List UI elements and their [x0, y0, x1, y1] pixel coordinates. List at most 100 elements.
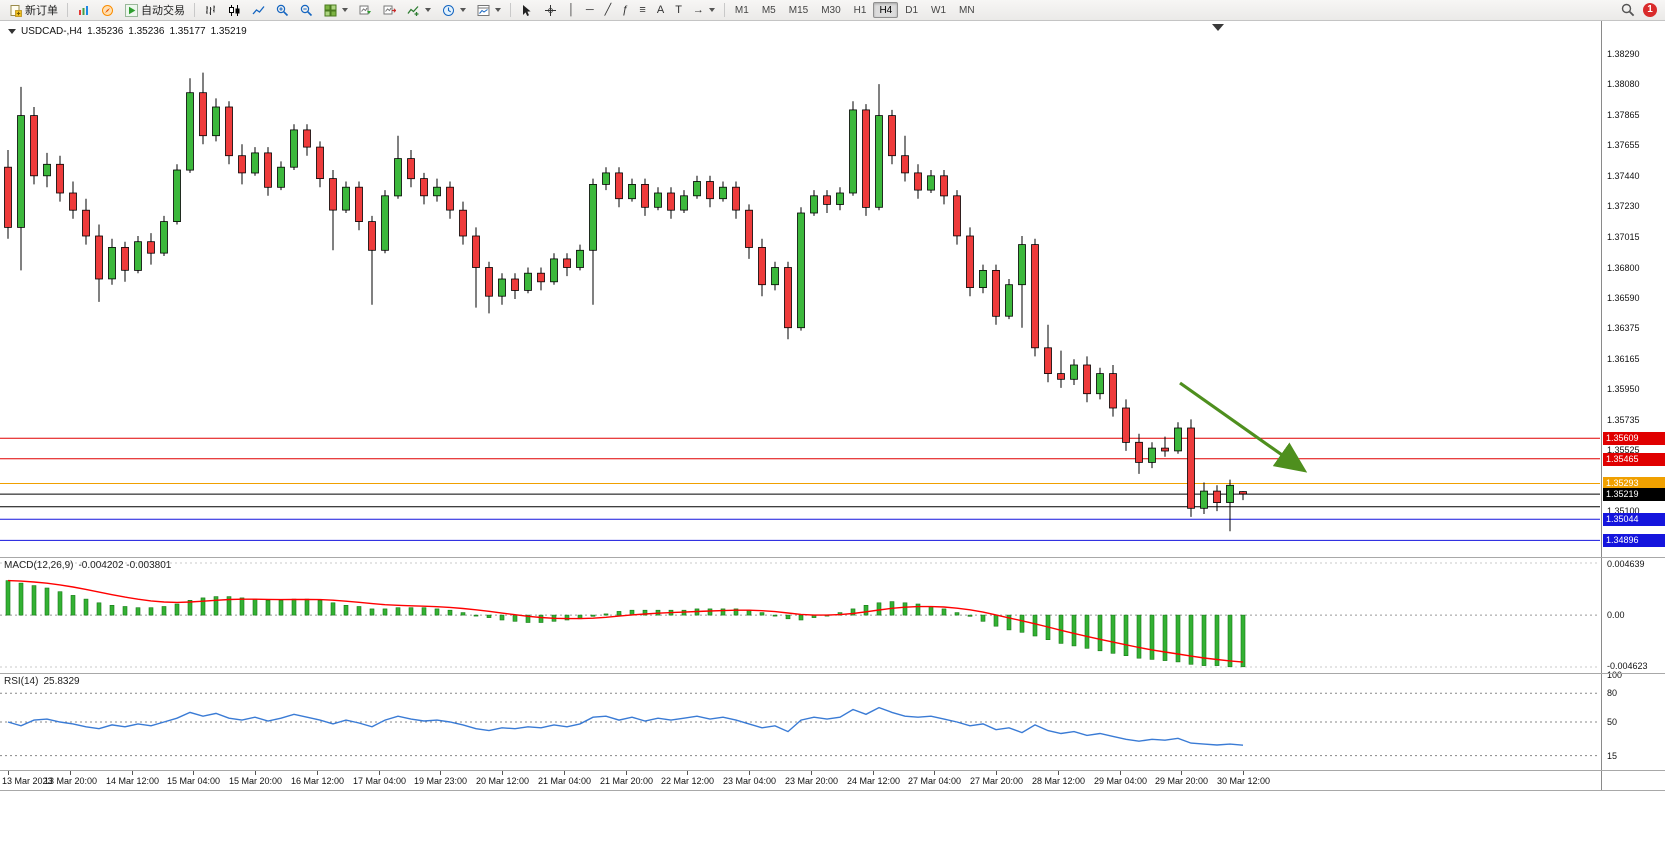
candle[interactable]: [264, 147, 272, 196]
indicators-button[interactable]: [402, 1, 436, 19]
candle[interactable]: [901, 135, 909, 182]
candle[interactable]: [290, 124, 298, 170]
timeframe-w1-button[interactable]: W1: [925, 2, 952, 18]
candle[interactable]: [1135, 433, 1143, 474]
candle[interactable]: [186, 78, 194, 173]
candle[interactable]: [199, 72, 207, 145]
candle[interactable]: [368, 215, 376, 305]
candle[interactable]: [875, 84, 883, 211]
candle[interactable]: [303, 124, 311, 156]
chart-symbol-caret-icon[interactable]: [8, 29, 16, 34]
candle[interactable]: [1200, 482, 1208, 515]
periods-button[interactable]: [437, 1, 471, 19]
candle[interactable]: [1239, 491, 1247, 501]
candle[interactable]: [784, 261, 792, 340]
candle[interactable]: [576, 244, 584, 271]
search-button[interactable]: [1616, 1, 1640, 19]
candle[interactable]: [446, 181, 454, 219]
candle[interactable]: [940, 170, 948, 205]
candle[interactable]: [316, 141, 324, 188]
candle[interactable]: [160, 215, 168, 256]
timeframe-mn-button[interactable]: MN: [953, 2, 981, 18]
candle[interactable]: [1122, 399, 1130, 451]
candle[interactable]: [147, 233, 155, 265]
candle[interactable]: [1096, 367, 1104, 400]
candle[interactable]: [433, 178, 441, 202]
candle[interactable]: [121, 241, 129, 282]
candle[interactable]: [17, 86, 25, 271]
candle[interactable]: [1109, 365, 1117, 417]
candle[interactable]: [485, 261, 493, 314]
rsi-panel[interactable]: [0, 674, 1600, 770]
candle[interactable]: [810, 190, 818, 216]
cycle-lines-tool-button[interactable]: ≡: [634, 1, 650, 19]
candle[interactable]: [628, 178, 636, 202]
notification-badge[interactable]: 1: [1643, 3, 1657, 17]
vertical-line-tool-button[interactable]: │: [563, 1, 580, 19]
candle[interactable]: [589, 178, 597, 305]
candlestick-type-button[interactable]: [223, 1, 246, 19]
candle[interactable]: [1057, 350, 1065, 388]
candle[interactable]: [1226, 479, 1234, 532]
candle[interactable]: [563, 253, 571, 277]
candle[interactable]: [706, 175, 714, 208]
label-tool-button[interactable]: T: [670, 1, 687, 19]
macd-panel-resize-handle[interactable]: [0, 557, 1665, 558]
candle[interactable]: [30, 107, 38, 185]
candle[interactable]: [693, 175, 701, 199]
zoom-out-button[interactable]: [295, 1, 318, 19]
candle[interactable]: [758, 238, 766, 297]
text-tool-button[interactable]: A: [652, 1, 669, 19]
candle[interactable]: [602, 167, 610, 191]
timeframe-m15-button[interactable]: M15: [783, 2, 814, 18]
candle[interactable]: [173, 164, 181, 225]
crosshair-tool-button[interactable]: [539, 1, 562, 19]
candle[interactable]: [498, 273, 506, 305]
candle[interactable]: [1187, 419, 1195, 517]
candle[interactable]: [43, 152, 51, 188]
auto-trading-button[interactable]: 自动交易: [120, 1, 190, 19]
candle[interactable]: [420, 172, 428, 205]
arrows-tool-button[interactable]: →: [688, 1, 720, 19]
timeframe-m1-button[interactable]: M1: [729, 2, 755, 18]
price-axis[interactable]: 1.38290 1.38080 1.37865 1.37655 1.37440 1.372…: [1601, 21, 1665, 790]
market-watch-button[interactable]: [72, 1, 95, 19]
candle[interactable]: [1070, 359, 1078, 385]
line-chart-type-button[interactable]: [247, 1, 270, 19]
candle[interactable]: [992, 264, 1000, 325]
candle[interactable]: [407, 150, 415, 188]
horizontal-line-tool-button[interactable]: ─: [581, 1, 599, 19]
candle[interactable]: [108, 238, 116, 285]
candle[interactable]: [472, 227, 480, 308]
new-order-button[interactable]: 新订单: [4, 1, 63, 19]
candle[interactable]: [680, 190, 688, 213]
candle[interactable]: [238, 144, 246, 185]
zoom-in-button[interactable]: [271, 1, 294, 19]
macd-panel[interactable]: [0, 558, 1600, 672]
candle[interactable]: [654, 187, 662, 211]
candle[interactable]: [914, 164, 922, 199]
candle[interactable]: [342, 181, 350, 214]
candle[interactable]: [1018, 236, 1026, 328]
candle[interactable]: [56, 155, 64, 202]
candle[interactable]: [1031, 238, 1039, 357]
timeframe-d1-button[interactable]: D1: [899, 2, 924, 18]
candle[interactable]: [550, 253, 558, 285]
candle[interactable]: [862, 104, 870, 216]
candle[interactable]: [953, 190, 961, 245]
candle[interactable]: [927, 170, 935, 193]
candle[interactable]: [1174, 422, 1182, 454]
candle[interactable]: [355, 181, 363, 231]
candle[interactable]: [1213, 485, 1221, 512]
timeframe-h1-button[interactable]: H1: [848, 2, 873, 18]
cursor-tool-button[interactable]: [515, 1, 538, 19]
candle[interactable]: [511, 273, 519, 299]
rsi-panel-resize-handle[interactable]: [0, 673, 1665, 674]
candle[interactable]: [1148, 442, 1156, 469]
candle[interactable]: [134, 236, 142, 274]
candle[interactable]: [225, 101, 233, 165]
timeframe-m30-button[interactable]: M30: [815, 2, 846, 18]
candle[interactable]: [537, 267, 545, 291]
candle[interactable]: [95, 224, 103, 302]
candle[interactable]: [277, 161, 285, 191]
